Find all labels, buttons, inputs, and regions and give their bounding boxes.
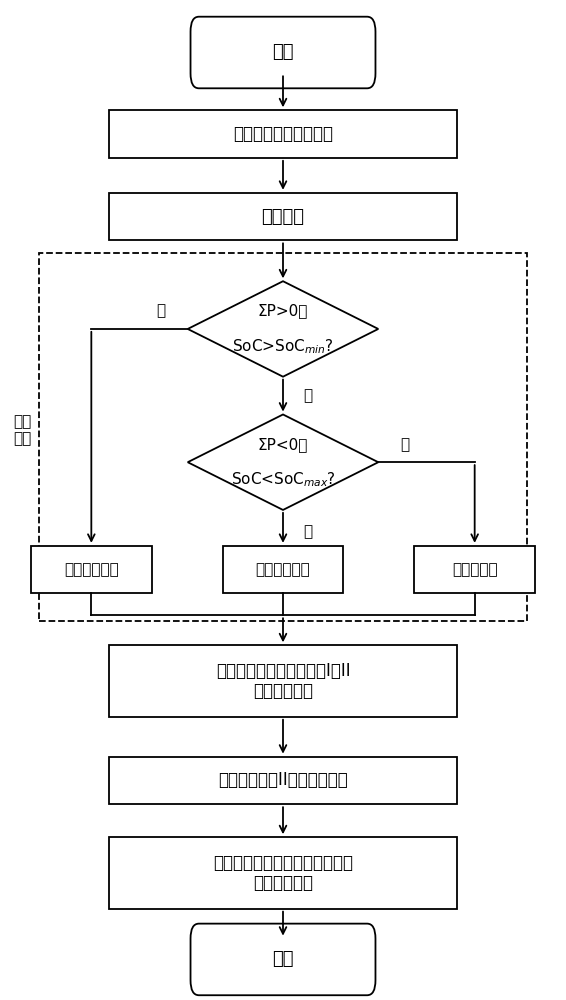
Text: 否: 否 bbox=[401, 437, 410, 452]
FancyBboxPatch shape bbox=[414, 546, 535, 593]
FancyBboxPatch shape bbox=[191, 924, 375, 995]
FancyBboxPatch shape bbox=[109, 645, 457, 717]
FancyBboxPatch shape bbox=[109, 110, 457, 158]
Polygon shape bbox=[188, 414, 378, 510]
Text: 实时电气量检测与传输: 实时电气量检测与传输 bbox=[233, 125, 333, 143]
Text: 是: 是 bbox=[303, 524, 313, 539]
Text: 是: 是 bbox=[156, 304, 165, 319]
Text: 模式
选择: 模式 选择 bbox=[13, 414, 32, 447]
Text: 功率计算: 功率计算 bbox=[261, 208, 305, 226]
Text: 储能系统、潮流控制设备I和II
参考功率分配: 储能系统、潮流控制设备I和II 参考功率分配 bbox=[216, 662, 350, 700]
Polygon shape bbox=[188, 281, 378, 377]
Text: SoC<SoC$_{max}$?: SoC<SoC$_{max}$? bbox=[230, 471, 336, 489]
Text: 否: 否 bbox=[303, 388, 313, 403]
Text: SoC>SoC$_{min}$?: SoC>SoC$_{min}$? bbox=[232, 338, 334, 356]
FancyBboxPatch shape bbox=[109, 837, 457, 909]
Text: 储能充电模式: 储能充电模式 bbox=[256, 562, 310, 577]
Text: 参考功率传输给各本地控制系统
进行实时控制: 参考功率传输给各本地控制系统 进行实时控制 bbox=[213, 854, 353, 892]
Text: 开始: 开始 bbox=[272, 43, 294, 62]
Text: 潮流控制设备II参考功率计算: 潮流控制设备II参考功率计算 bbox=[218, 771, 348, 789]
Text: ΣP>0且: ΣP>0且 bbox=[258, 304, 308, 319]
Text: 储能放电模式: 储能放电模式 bbox=[64, 562, 119, 577]
Text: ΣP<0且: ΣP<0且 bbox=[258, 437, 308, 452]
FancyBboxPatch shape bbox=[191, 17, 375, 88]
Text: 结束: 结束 bbox=[272, 950, 294, 968]
Bar bbox=[39, 253, 527, 621]
FancyBboxPatch shape bbox=[223, 546, 343, 593]
FancyBboxPatch shape bbox=[31, 546, 152, 593]
FancyBboxPatch shape bbox=[109, 757, 457, 804]
Text: 无储能模式: 无储能模式 bbox=[452, 562, 498, 577]
FancyBboxPatch shape bbox=[109, 193, 457, 240]
